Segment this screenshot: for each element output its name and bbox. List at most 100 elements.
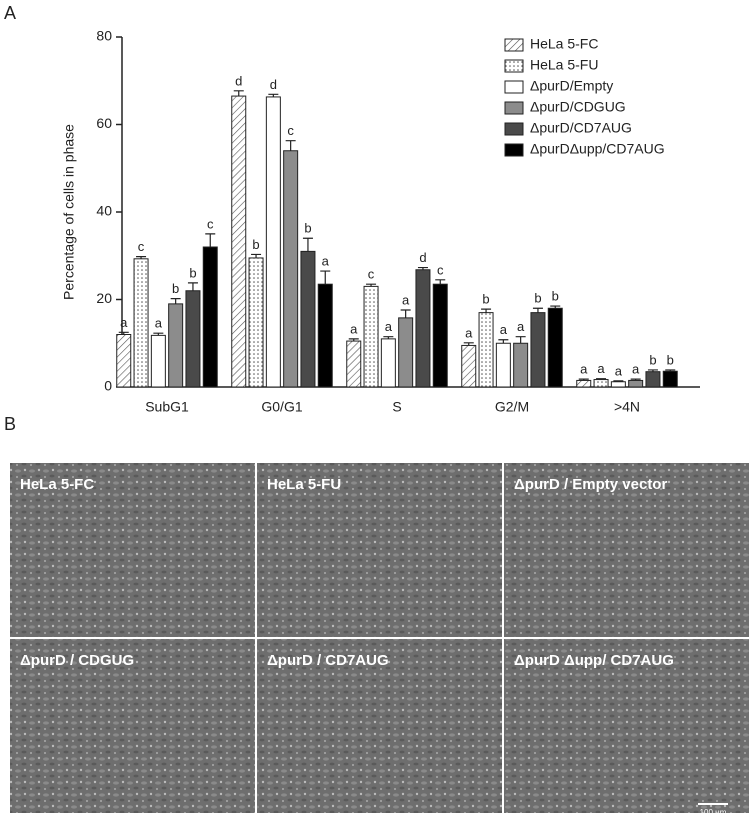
bar [346, 340, 362, 388]
bar [461, 344, 477, 388]
y-tick-label: 20 [96, 290, 112, 306]
x-tick-label: >4N [614, 399, 640, 415]
x-tick-label: G0/G1 [261, 399, 302, 415]
bar [628, 379, 644, 388]
error-bar [665, 369, 676, 372]
legend-label: ΔpurDΔupp/CD7AUG [530, 141, 665, 157]
significance-letter: b [649, 352, 656, 367]
error-bar [550, 305, 561, 309]
bar [168, 303, 184, 388]
bar [415, 269, 431, 388]
error-bar [463, 342, 474, 346]
error-bar [435, 279, 446, 285]
legend-label: HeLa 5-FU [530, 57, 598, 73]
y-tick-label: 40 [96, 203, 112, 219]
error-bar [205, 233, 216, 247]
bar [593, 379, 609, 388]
error-bar [118, 331, 129, 335]
error-bar [481, 308, 492, 313]
bar [513, 342, 529, 388]
bar [380, 338, 396, 388]
significance-letter: a [580, 362, 588, 377]
error-bar [400, 309, 411, 318]
significance-letter: b [252, 237, 259, 252]
significance-letter: b [534, 291, 541, 306]
significance-letter: b [667, 352, 674, 367]
bar [185, 290, 201, 388]
micrograph [10, 639, 255, 813]
significance-letter: a [385, 319, 393, 334]
error-bar [233, 90, 244, 97]
legend-label: ΔpurD/CDGUG [530, 99, 626, 115]
significance-letter: c [138, 239, 145, 254]
error-bar [647, 369, 658, 372]
legend-swatch [504, 59, 524, 73]
legend-swatch [504, 80, 524, 94]
bar [530, 312, 546, 388]
significance-letter: a [402, 292, 410, 307]
error-bar [136, 256, 147, 259]
error-bar [417, 266, 428, 270]
micrograph-label: HeLa 5-FU [267, 476, 341, 493]
error-bar [251, 253, 262, 258]
significance-letter: d [235, 73, 242, 88]
significance-letter: b [189, 265, 196, 280]
significance-letter: b [552, 289, 559, 304]
significance-letter: a [597, 361, 605, 376]
micrograph [504, 463, 749, 637]
x-tick-label: G2/M [495, 399, 529, 415]
x-tick-label: SubG1 [145, 399, 189, 415]
significance-letter: a [500, 322, 508, 337]
scale-bar-label: 100 µm [700, 808, 727, 817]
micrograph-label: ΔpurD / CD7AUG [267, 652, 389, 669]
error-bar [320, 270, 331, 285]
significance-letter: d [419, 250, 426, 265]
micrograph-label: ΔpurD Δupp/ CD7AUG [514, 652, 674, 669]
significance-letter: a [120, 315, 128, 330]
significance-letter: d [270, 77, 277, 92]
error-bar [170, 298, 181, 304]
bar [547, 307, 563, 388]
bar [432, 283, 448, 388]
legend-swatch [504, 143, 524, 157]
bar [645, 371, 661, 388]
bar [283, 150, 299, 388]
bar [317, 283, 333, 388]
error-bar [285, 140, 296, 151]
bar [231, 95, 247, 388]
error-bar [383, 336, 394, 339]
significance-letter: a [517, 319, 525, 334]
micrograph-label: ΔpurD / CDGUG [20, 652, 134, 669]
bar [610, 381, 626, 388]
micrograph [257, 639, 502, 813]
significance-letter: a [322, 254, 330, 269]
micrograph-label: HeLa 5-FC [20, 476, 94, 493]
panel-label: B [4, 414, 16, 434]
error-bar [268, 93, 279, 97]
bar [478, 312, 494, 388]
bar [363, 285, 379, 388]
error-bar [348, 338, 359, 342]
bar [133, 258, 149, 388]
significance-letter: c [437, 262, 444, 277]
y-tick-label: 0 [104, 378, 112, 394]
error-bar [153, 332, 164, 336]
x-tick-label: S [392, 399, 401, 415]
significance-letter: b [482, 292, 489, 307]
error-bar [596, 378, 607, 380]
bar [202, 246, 218, 388]
legend-label: ΔpurD/CD7AUG [530, 120, 632, 136]
legend-swatch [504, 38, 524, 52]
error-bar [630, 378, 641, 381]
legend-label: HeLa 5-FC [530, 36, 598, 52]
bar [265, 96, 281, 388]
bar [300, 250, 316, 388]
bar [150, 334, 166, 388]
micrograph [257, 463, 502, 637]
legend-swatch [504, 122, 524, 136]
bar [398, 317, 414, 388]
error-bar [613, 380, 624, 382]
bar [576, 379, 592, 388]
y-tick-label: 60 [96, 115, 112, 131]
